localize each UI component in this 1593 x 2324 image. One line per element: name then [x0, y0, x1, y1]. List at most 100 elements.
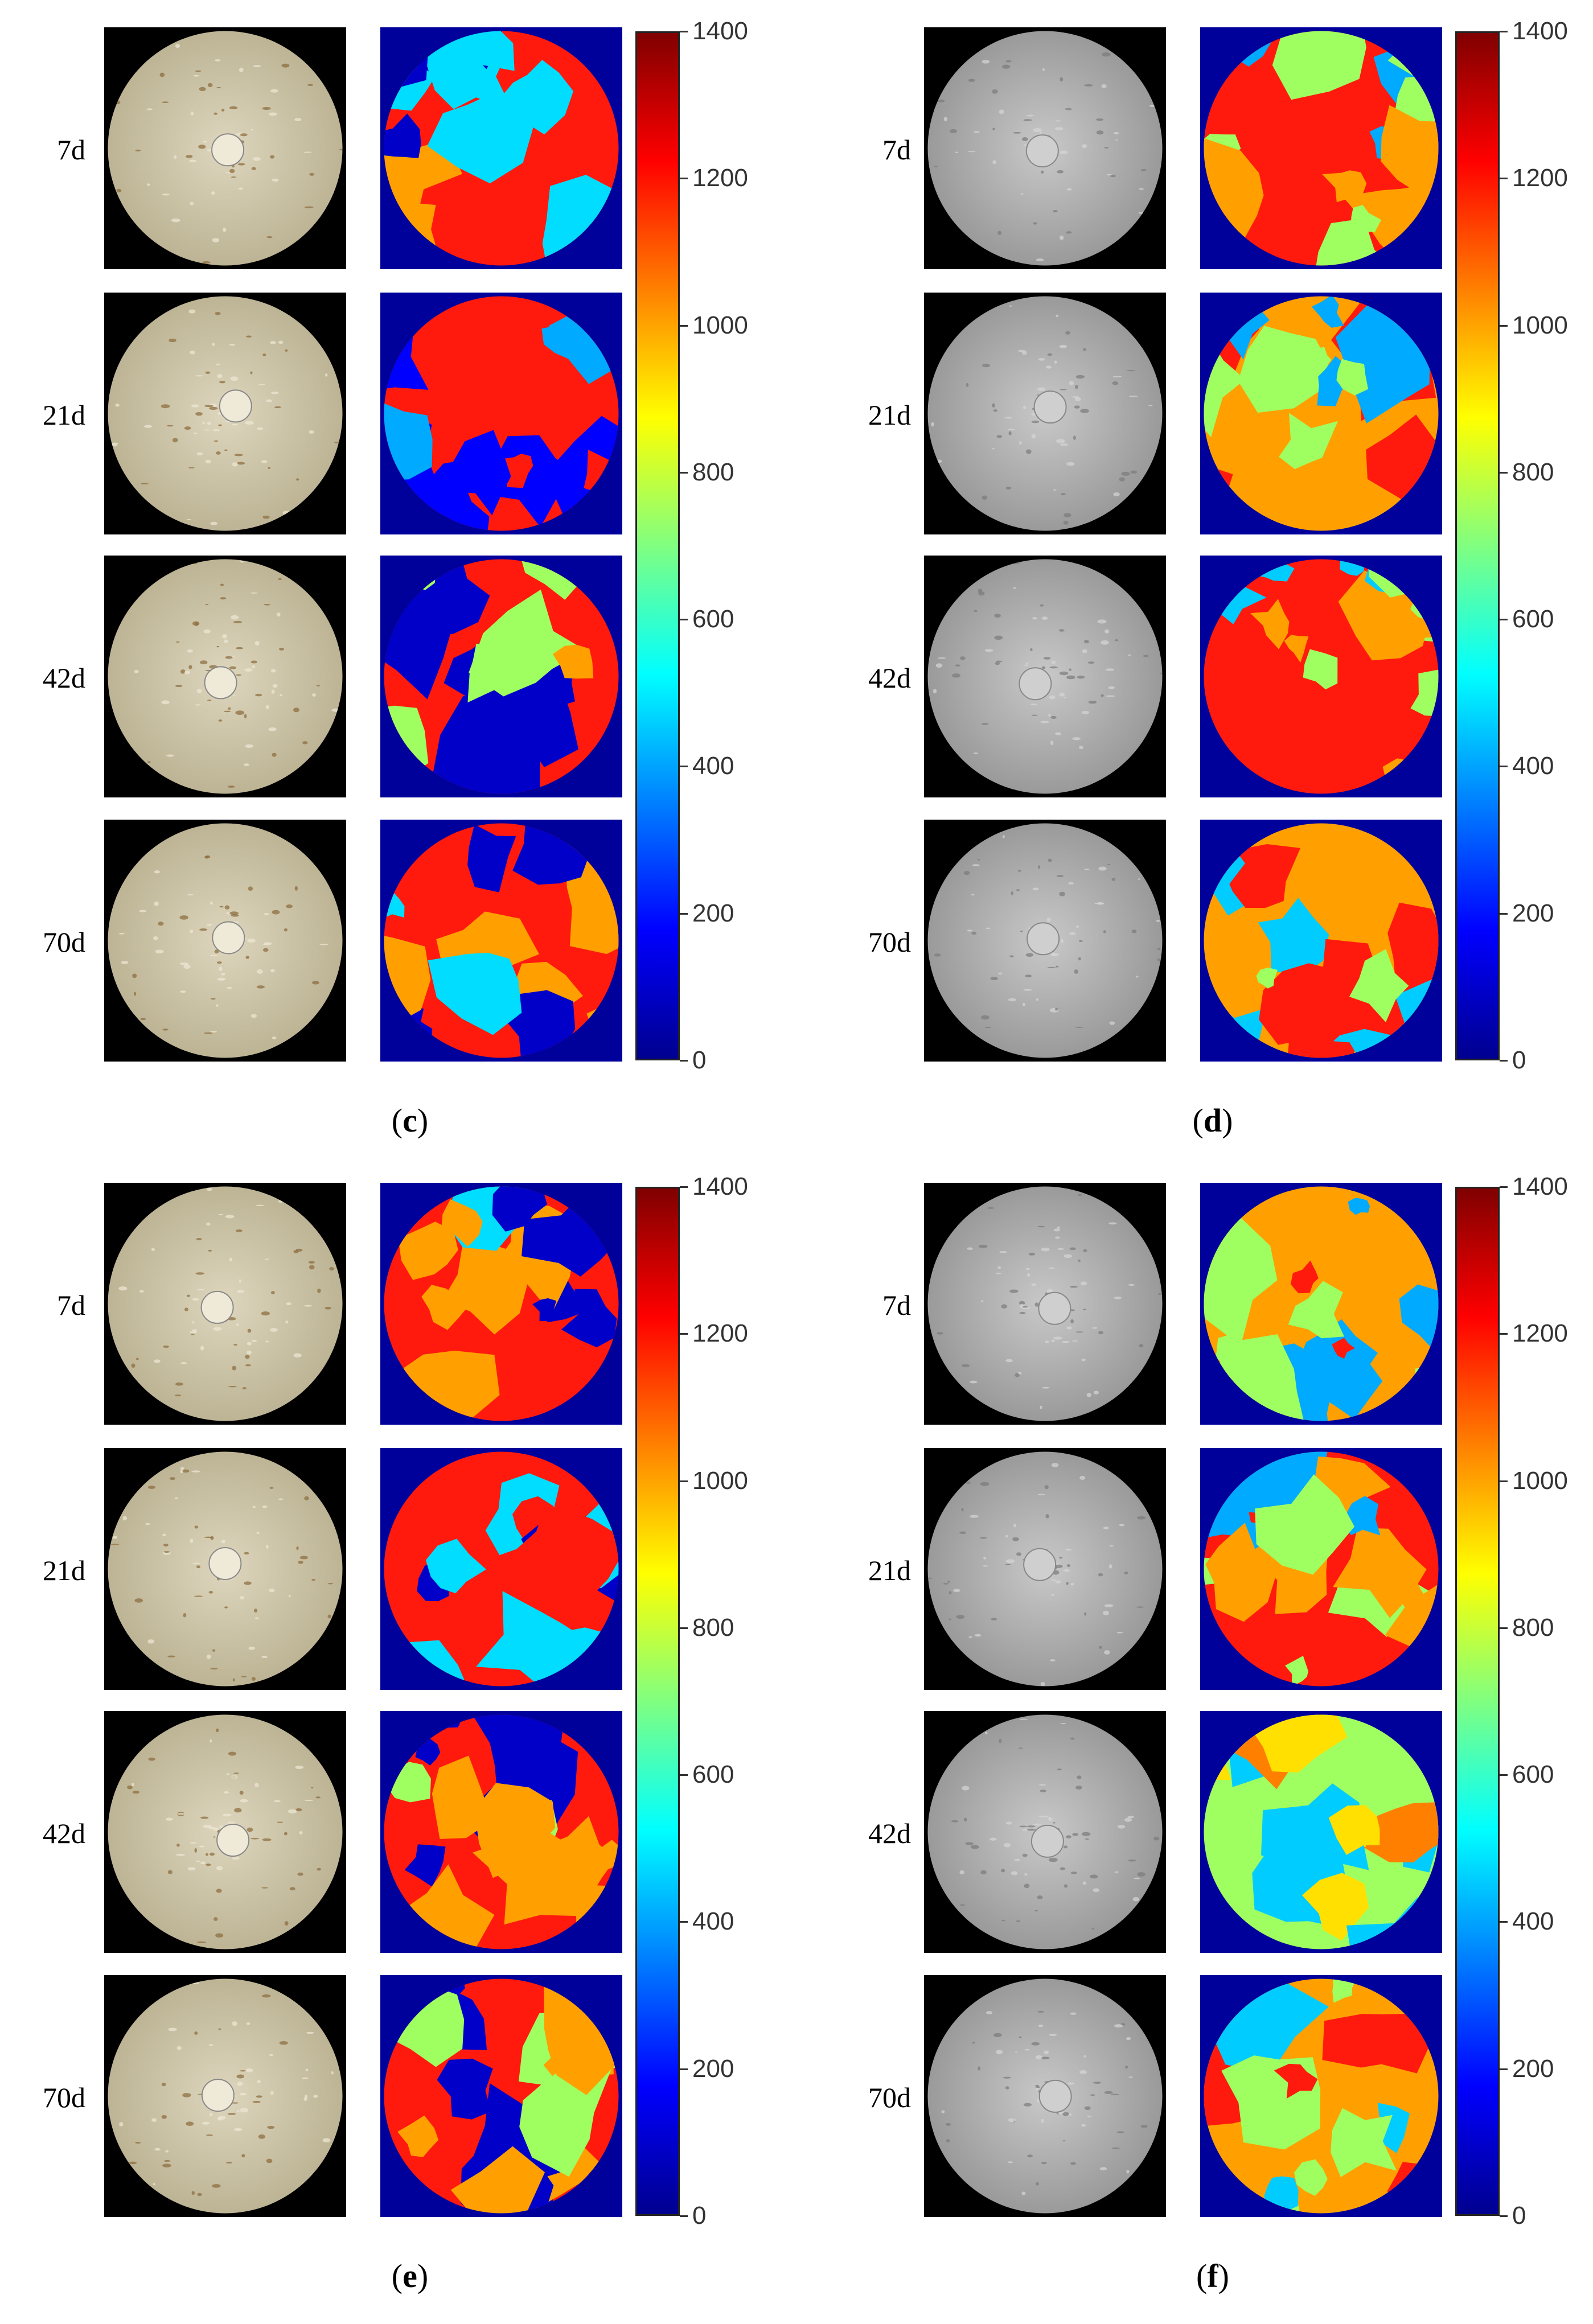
colorbar-tick-label: 200 [692, 2054, 734, 2083]
specimen-photo [108, 1714, 343, 1949]
panel-caption: (f) [1127, 2257, 1298, 2295]
photo-tile [104, 1711, 346, 1953]
panel-caption: (e) [325, 2257, 495, 2295]
specimen-photo [108, 31, 343, 266]
colorbar-tick-label: 600 [692, 605, 734, 634]
map-tile [1200, 1975, 1442, 2217]
row-label: 70d [868, 2082, 911, 2113]
row-label: 42d [868, 1817, 911, 1849]
colorbar-tickmark [1500, 766, 1508, 768]
panel-c: 7d 21d 42d 70d 1400 1200 1000 800 600 400 200 0 (c) [0, 0, 796, 1162]
map-tile [1200, 293, 1442, 534]
map-tile [1200, 1183, 1442, 1425]
photo-tile [924, 293, 1166, 534]
modulus-map [384, 1451, 619, 1687]
colorbar-tickmark [1500, 1627, 1508, 1629]
colorbar-tick-label: 1000 [1512, 1466, 1568, 1495]
colorbar-tick-label: 1200 [1512, 1319, 1568, 1348]
colorbar-tick-label: 800 [692, 1613, 734, 1642]
panel-caption: (c) [325, 1101, 495, 1140]
row-label: 42d [43, 1817, 85, 1849]
row-label: 21d [868, 399, 911, 431]
modulus-map [1204, 823, 1439, 1058]
row-label: 21d [43, 399, 85, 431]
modulus-map [384, 559, 619, 794]
colorbar-tickmark [680, 31, 688, 32]
colorbar-tick-label: 0 [692, 2202, 707, 2230]
colorbar-tick-label: 400 [692, 752, 734, 780]
colorbar-tickmark [680, 324, 688, 327]
modulus-map [1204, 1979, 1439, 2214]
map-tile [1200, 27, 1442, 269]
colorbar-tickmark [1500, 1186, 1508, 1188]
colorbar-tickmark [680, 1186, 688, 1188]
caption-letter: e [403, 2257, 417, 2294]
colorbar-tick-label: 0 [1512, 1046, 1526, 1074]
colorbar-tick-label: 0 [692, 1046, 707, 1074]
photo-tile [104, 556, 346, 797]
colorbar-tick-label: 600 [692, 1761, 734, 1789]
colorbar-tickmark [1500, 912, 1508, 915]
specimen-photo [108, 1186, 343, 1421]
colorbar-tickmark [680, 1333, 688, 1335]
colorbar-tickmark [1500, 1480, 1508, 1482]
colorbar-tick-label: 0 [1512, 2202, 1526, 2230]
caption-letter: f [1207, 2257, 1218, 2294]
photo-tile [104, 1448, 346, 1690]
specimen-photo [108, 823, 343, 1058]
modulus-map [1204, 1186, 1439, 1421]
colorbar-tickmark [680, 2068, 688, 2070]
colorbar-tick-label: 800 [692, 458, 734, 486]
panel-f: 7d 21d 42d 70d 1400 1200 1000 800 600 400 200 0 (f) [820, 1155, 1593, 2317]
map-tile [1200, 820, 1442, 1062]
colorbar-tick-label: 400 [1512, 752, 1554, 780]
photo-tile [924, 820, 1166, 1062]
caption-letter: d [1203, 1102, 1222, 1139]
specimen-photo [927, 31, 1163, 266]
colorbar-tickmark [1500, 324, 1508, 327]
colorbar-tickmark [680, 619, 688, 621]
colorbar-tick-label: 1000 [692, 311, 748, 339]
colorbar-tick-label: 600 [1512, 1761, 1554, 1789]
map-tile [380, 1711, 622, 1953]
colorbar-tickmark [680, 766, 688, 768]
row-label: 7d [882, 1289, 911, 1321]
colorbar-tickmark [680, 2215, 688, 2217]
colorbar-tick-label: 1200 [692, 1319, 748, 1348]
colorbar-tickmark [1500, 1921, 1508, 1923]
modulus-map [1204, 1714, 1439, 1949]
colorbar-tick-label: 200 [692, 899, 734, 927]
map-tile [380, 820, 622, 1062]
photo-tile [104, 1975, 346, 2217]
caption-letter: c [403, 1102, 417, 1139]
colorbar-tick-label: 1200 [1512, 164, 1568, 192]
modulus-map [384, 31, 619, 266]
colorbar-tick-label: 1000 [1512, 311, 1568, 339]
colorbar-tickmark [680, 471, 688, 474]
map-tile [380, 1183, 622, 1425]
modulus-map [384, 296, 619, 531]
colorbar-tick-label: 800 [1512, 1613, 1554, 1642]
colorbar [1455, 1187, 1500, 2216]
caption-paren-open: ( [391, 1102, 403, 1139]
photo-tile [104, 820, 346, 1062]
colorbar-tick-label: 800 [1512, 458, 1554, 486]
photo-tile [104, 293, 346, 534]
modulus-map [1204, 1451, 1439, 1687]
caption-paren-open: ( [1196, 2257, 1208, 2294]
row-label: 42d [868, 662, 911, 694]
modulus-map [384, 1186, 619, 1421]
specimen-photo [927, 1186, 1163, 1421]
row-label: 7d [57, 1289, 85, 1321]
map-tile [1200, 1448, 1442, 1690]
map-tile [1200, 1711, 1442, 1953]
caption-paren-close: ) [1222, 1102, 1233, 1139]
colorbar-tickmark [680, 1480, 688, 1482]
caption-paren-open: ( [391, 2257, 403, 2294]
photo-tile [924, 1975, 1166, 2217]
photo-tile [924, 27, 1166, 269]
colorbar-tickmark [1500, 178, 1508, 180]
colorbar-tick-label: 1400 [1512, 1173, 1568, 1200]
specimen-photo [927, 1714, 1163, 1949]
photo-tile [924, 1711, 1166, 1953]
